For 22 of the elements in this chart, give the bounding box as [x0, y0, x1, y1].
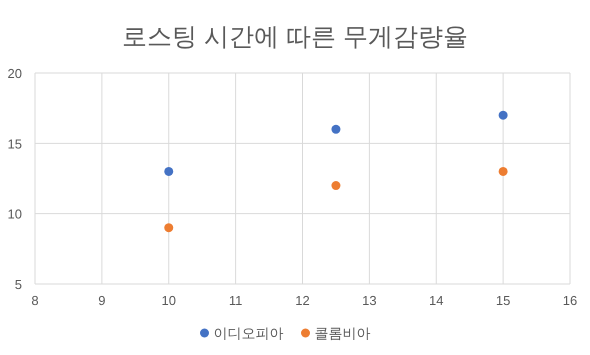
x-tick-label: 11 — [228, 293, 242, 308]
x-tick-label: 9 — [98, 293, 106, 308]
x-tick-label: 16 — [562, 293, 578, 308]
y-tick-label: 10 — [8, 206, 22, 222]
point — [331, 181, 340, 190]
x-tick-label: 14 — [429, 293, 444, 308]
point — [331, 124, 340, 134]
point — [164, 223, 174, 232]
chart-title: 로스팅 시간에 따른 무게감량율 — [122, 23, 468, 51]
y-tick-label: 5 — [14, 277, 22, 292]
x-tick-label: 8 — [31, 293, 39, 308]
point — [164, 166, 174, 176]
point — [498, 166, 508, 176]
legend-label: 콜롬비아 — [314, 325, 370, 341]
x-tick-label: 13 — [362, 293, 377, 308]
y-tick-label: 20 — [8, 66, 22, 81]
x-tick-label: 10 — [162, 293, 176, 308]
y-tick-label: 15 — [8, 136, 22, 152]
legend-label: 이디오피아 — [214, 325, 284, 341]
x-tick-label: 15 — [496, 293, 510, 308]
x-tick-label: 12 — [295, 293, 310, 308]
point — [498, 110, 508, 120]
